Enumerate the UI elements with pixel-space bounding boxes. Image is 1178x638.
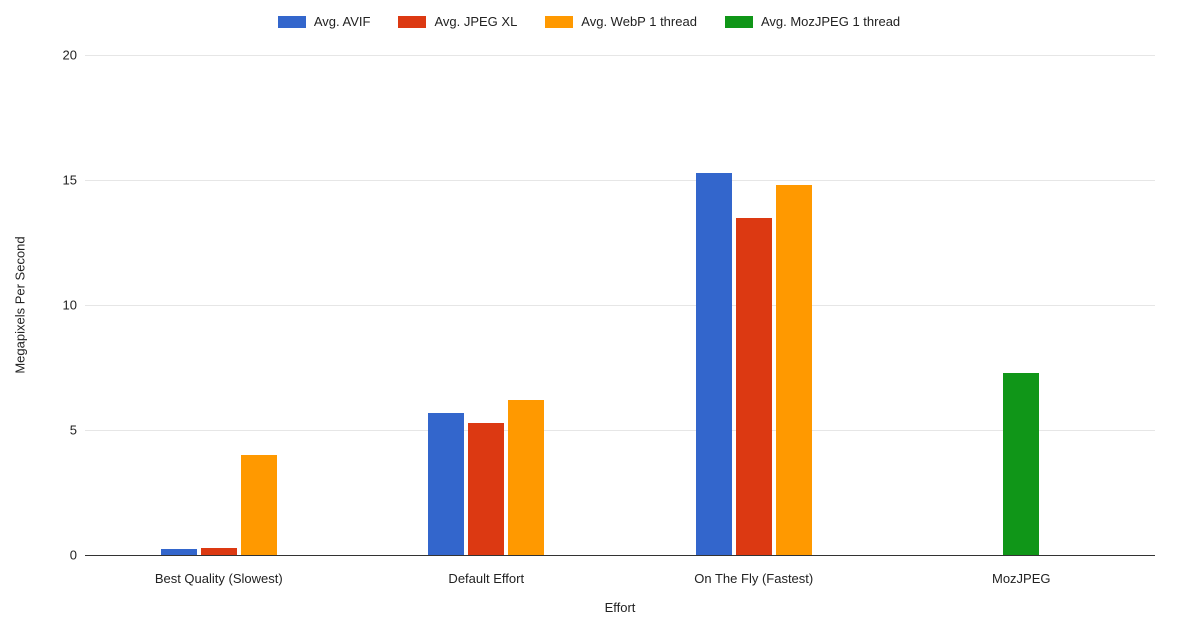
x-tick-label: MozJPEG xyxy=(992,571,1051,586)
bar xyxy=(696,173,732,556)
x-axis-baseline xyxy=(85,555,1155,556)
legend-item: Avg. WebP 1 thread xyxy=(545,14,697,29)
y-tick-label: 5 xyxy=(45,423,77,438)
legend-label: Avg. JPEG XL xyxy=(434,14,517,29)
legend-item: Avg. JPEG XL xyxy=(398,14,517,29)
y-tick-label: 15 xyxy=(45,173,77,188)
bar xyxy=(241,455,277,555)
bar xyxy=(201,548,237,556)
bar xyxy=(1003,373,1039,556)
gridline xyxy=(85,305,1155,306)
y-axis-label: Megapixels Per Second xyxy=(13,236,28,373)
legend-label: Avg. WebP 1 thread xyxy=(581,14,697,29)
x-tick-label: Best Quality (Slowest) xyxy=(155,571,283,586)
bar xyxy=(736,218,772,556)
legend-swatch xyxy=(545,16,573,28)
bar xyxy=(776,185,812,555)
legend-swatch xyxy=(398,16,426,28)
bar xyxy=(161,549,197,555)
gridline xyxy=(85,180,1155,181)
y-tick-label: 0 xyxy=(45,548,77,563)
x-axis-label: Effort xyxy=(605,600,636,615)
plot-area: Megapixels Per Second Best Quality (Slow… xyxy=(85,55,1155,555)
legend-swatch xyxy=(278,16,306,28)
legend-item: Avg. AVIF xyxy=(278,14,371,29)
chart-container: Avg. AVIF Avg. JPEG XL Avg. WebP 1 thread A… xyxy=(0,0,1178,638)
bar xyxy=(468,423,504,556)
legend-item: Avg. MozJPEG 1 thread xyxy=(725,14,900,29)
y-tick-label: 20 xyxy=(45,48,77,63)
gridline xyxy=(85,55,1155,56)
legend: Avg. AVIF Avg. JPEG XL Avg. WebP 1 thread A… xyxy=(0,14,1178,29)
bar xyxy=(508,400,544,555)
x-tick-label: Default Effort xyxy=(448,571,524,586)
x-tick-label: On The Fly (Fastest) xyxy=(694,571,813,586)
gridline xyxy=(85,430,1155,431)
bar xyxy=(428,413,464,556)
y-tick-label: 10 xyxy=(45,298,77,313)
x-tick-row: Best Quality (Slowest) Default Effort On T… xyxy=(85,563,1155,583)
legend-swatch xyxy=(725,16,753,28)
legend-label: Avg. MozJPEG 1 thread xyxy=(761,14,900,29)
legend-label: Avg. AVIF xyxy=(314,14,371,29)
